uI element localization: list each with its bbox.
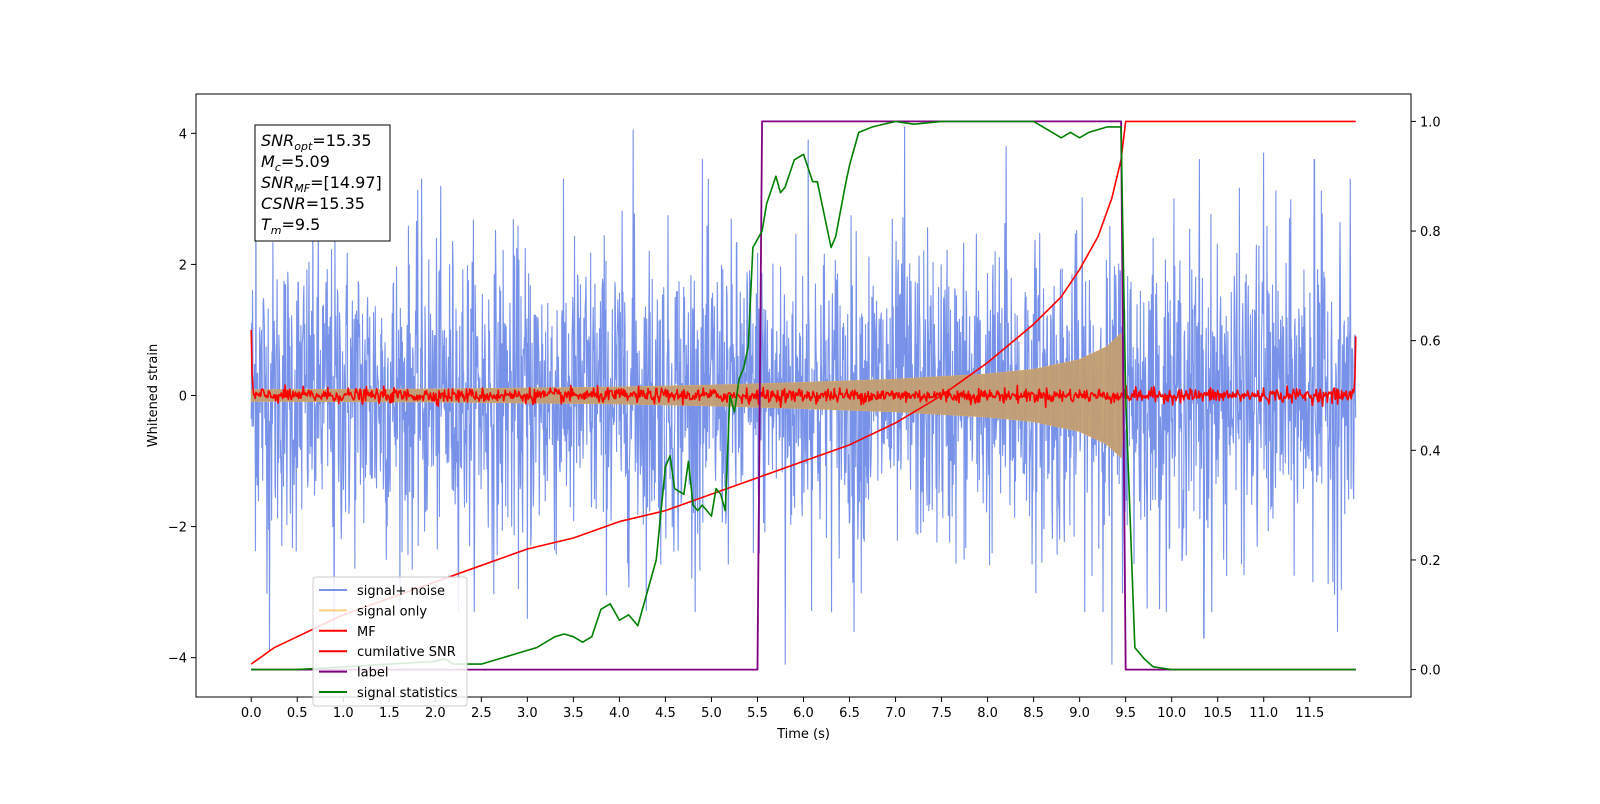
annotation-box: SNRopt=15.35Mc=5.09SNRMF=[14.97]CSNR=15.… [254,124,391,242]
legend-label: signal only [357,604,427,619]
annotation-subscript: opt [294,140,313,153]
x-tick-label: 2.0 [425,706,446,721]
x-tick-label: 11.0 [1249,706,1278,721]
legend-label: MF [357,625,376,640]
x-tick-label: 4.0 [609,706,630,721]
x-tick-label: 6.0 [793,706,814,721]
annotation-value: =5.09 [281,152,330,171]
annotation-line: SNRopt=15.35 [261,131,372,153]
series-mf-line [250,329,1357,409]
x-tick-label: 1.0 [333,706,354,721]
series-signal-statistics-line [251,120,1356,671]
y2-tick-label: 1.0 [1420,115,1441,130]
x-tick-label: 9.0 [1069,706,1090,721]
legend: signal+ noise signal only MF cumilative SNR… [312,576,468,707]
y-tick-label: −2 [168,521,187,536]
y2-tick-label: 0.4 [1420,444,1441,459]
x-tick-label: 2.5 [471,706,492,721]
annotation-line: Tm=9.5 [261,215,320,237]
x-tick-label: 0.5 [287,706,308,721]
y2-tick-label: 0.0 [1420,664,1441,679]
x-tick-label: 0.0 [241,706,262,721]
annotation-symbol: T [261,215,272,234]
annotation-box-frame [254,124,391,242]
x-tick-label: 10.0 [1157,706,1186,721]
y-tick-label: −4 [168,652,187,667]
plot-area [250,120,1357,671]
x-tick-label: 4.5 [655,706,676,721]
x-tick-label: 8.5 [1023,706,1044,721]
x-tick-label: 1.5 [379,706,400,721]
y2-tick-label: 0.8 [1420,225,1441,240]
annotation-symbol: M [261,152,275,171]
x-tick-label: 3.0 [517,706,538,721]
legend-label: cumilative SNR [357,645,456,660]
x-tick-label: 3.5 [563,706,584,721]
annotation-line: CSNR=15.35 [261,194,365,213]
x-tick-label: 6.5 [839,706,860,721]
y2-tick-label: 0.2 [1420,554,1441,569]
annotation-symbol: SNR [261,173,294,192]
x-tick-label: 9.5 [1115,706,1136,721]
annotation-value: =15.35 [306,194,365,213]
annotation-value: =15.35 [312,131,371,150]
y-tick-label: 4 [179,127,187,142]
x-axis-label: Time (s) [776,727,830,742]
annotation-subscript: MF [294,182,310,195]
y2-tick-label: 0.6 [1420,335,1441,350]
y-axis-label: Whitened strain [146,344,161,447]
x-tick-label: 5.0 [701,706,722,721]
annotation-subscript: c [275,161,281,174]
x-tick-label: 11.5 [1295,706,1324,721]
annotation-line: SNRMF=[14.97] [261,173,382,195]
legend-label: label [357,666,388,681]
annotation-symbol: CSNR [261,194,306,213]
x-tick-label: 8.0 [977,706,998,721]
annotation-line: Mc=5.09 [261,152,330,174]
annotation-value: =[14.97] [310,173,382,192]
legend-label: signal+ noise [357,584,445,599]
x-tick-label: 7.0 [885,706,906,721]
x-tick-label: 5.5 [747,706,768,721]
axes: 0.0 0.5 1.0 1.5 2.0 2.5 3.0 3.5 4.0 4.5 5.0 5.5 6.0 6… [146,93,1441,742]
y-tick-label: 0 [179,390,187,405]
legend-frame [312,576,468,707]
x-tick-label: 10.5 [1203,706,1232,721]
annotation-value: =9.5 [282,215,321,234]
legend-label: signal statistics [357,686,458,701]
y-tick-label: 2 [179,258,187,273]
annotation-subscript: m [271,224,282,237]
annotation-symbol: SNR [261,131,294,150]
x-tick-label: 7.5 [931,706,952,721]
